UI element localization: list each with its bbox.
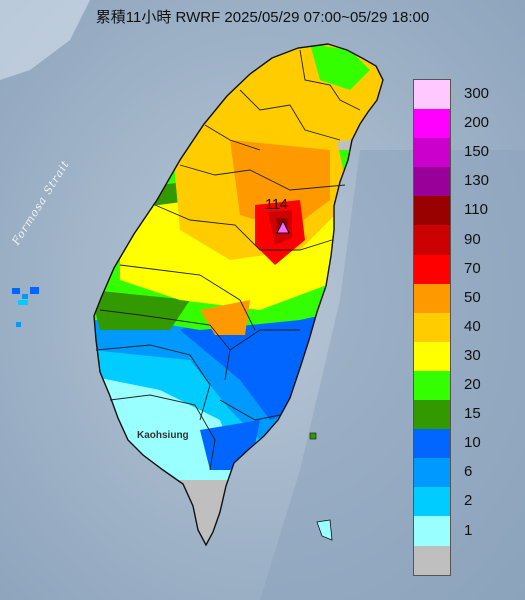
legend-swatch (414, 516, 450, 546)
legend-label: 50 (464, 288, 481, 306)
legend-colorbar (413, 79, 451, 576)
legend-swatch (414, 429, 450, 459)
legend-swatch (414, 196, 450, 226)
legend-swatch (414, 283, 450, 313)
peak-value: 114 (265, 196, 288, 213)
legend-label: 150 (464, 143, 490, 161)
legend-label: 110 (464, 201, 488, 219)
legend-swatch (414, 370, 450, 401)
legend-label: 6 (464, 463, 473, 481)
legend-swatch (414, 487, 450, 517)
map-title: 累積11小時 RWRF 2025/05/29 07:00~05/29 18:00 (95, 9, 430, 26)
legend-swatch (414, 225, 450, 255)
orchid-island (316, 519, 333, 541)
legend-label: 200 (464, 114, 490, 132)
sea-haze-east (260, 150, 525, 600)
legend-swatch (414, 400, 450, 430)
legend-label: 300 (464, 85, 490, 102)
legend-swatch (414, 109, 450, 139)
legend-label: 2 (464, 492, 473, 510)
legend-label: 70 (464, 259, 481, 277)
legend-label: 20 (464, 376, 481, 393)
green-island (309, 432, 317, 440)
legend-label: 130 (464, 172, 490, 190)
penghu-islands (12, 287, 39, 327)
legend-swatch (414, 458, 450, 488)
legend-swatch (414, 254, 450, 284)
sea-haze (0, 0, 90, 80)
triangle-marker-icon (276, 220, 290, 234)
legend-swatch (414, 312, 450, 342)
legend-swatch (414, 167, 450, 197)
county-boundaries (95, 49, 361, 471)
city-label: Kaohsiung (137, 430, 189, 441)
legend-label: 10 (464, 434, 481, 452)
legend-label: 40 (464, 317, 481, 335)
legend-label: 1 (464, 521, 473, 539)
legend-swatch (414, 341, 450, 371)
legend-label: 30 (464, 346, 481, 364)
legend-label: 90 (464, 230, 481, 248)
island-outline (93, 43, 384, 547)
legend-swatch (414, 80, 450, 110)
legend-label: 15 (464, 405, 481, 423)
legend-swatch (414, 138, 450, 168)
legend-swatch (414, 545, 450, 575)
